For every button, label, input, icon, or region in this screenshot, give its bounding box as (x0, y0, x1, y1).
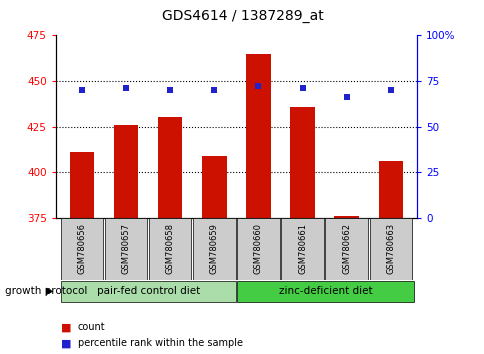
Text: count: count (77, 322, 105, 332)
Bar (61, 218, 103, 280)
Bar (237, 281, 413, 302)
Text: GSM780656: GSM780656 (77, 223, 87, 274)
Point (386, 87, 393, 93)
Point (166, 87, 174, 93)
Bar (105, 218, 147, 280)
Text: zinc-deficient diet: zinc-deficient diet (278, 286, 372, 296)
Point (122, 85, 130, 91)
Text: growth protocol: growth protocol (5, 286, 87, 296)
Bar (237, 218, 279, 280)
Text: GSM780662: GSM780662 (341, 223, 350, 274)
Point (342, 95, 350, 100)
Bar (70, 152, 94, 218)
Bar (325, 218, 367, 280)
Bar (246, 53, 270, 218)
Point (210, 87, 218, 93)
Bar (114, 125, 138, 218)
Bar (193, 218, 235, 280)
Point (298, 85, 306, 91)
Bar (61, 281, 235, 302)
Point (254, 84, 262, 89)
Text: GSM780659: GSM780659 (210, 223, 218, 274)
Bar (202, 156, 226, 218)
Text: GSM780660: GSM780660 (254, 223, 262, 274)
Bar (149, 218, 191, 280)
Text: ■: ■ (60, 338, 71, 348)
Text: GSM780658: GSM780658 (166, 223, 174, 274)
Bar (378, 161, 402, 218)
Text: pair-fed control diet: pair-fed control diet (96, 286, 199, 296)
Text: GDS4614 / 1387289_at: GDS4614 / 1387289_at (161, 9, 323, 23)
Text: ▶: ▶ (46, 286, 53, 296)
Text: GSM780663: GSM780663 (385, 223, 394, 274)
Bar (369, 218, 411, 280)
Bar (290, 107, 314, 218)
Text: GSM780657: GSM780657 (121, 223, 131, 274)
Bar (334, 216, 358, 218)
Bar (158, 118, 182, 218)
Text: percentile rank within the sample: percentile rank within the sample (77, 338, 242, 348)
Text: ■: ■ (60, 322, 71, 332)
Bar (281, 218, 323, 280)
Text: GSM780661: GSM780661 (298, 223, 306, 274)
Point (78, 87, 86, 93)
